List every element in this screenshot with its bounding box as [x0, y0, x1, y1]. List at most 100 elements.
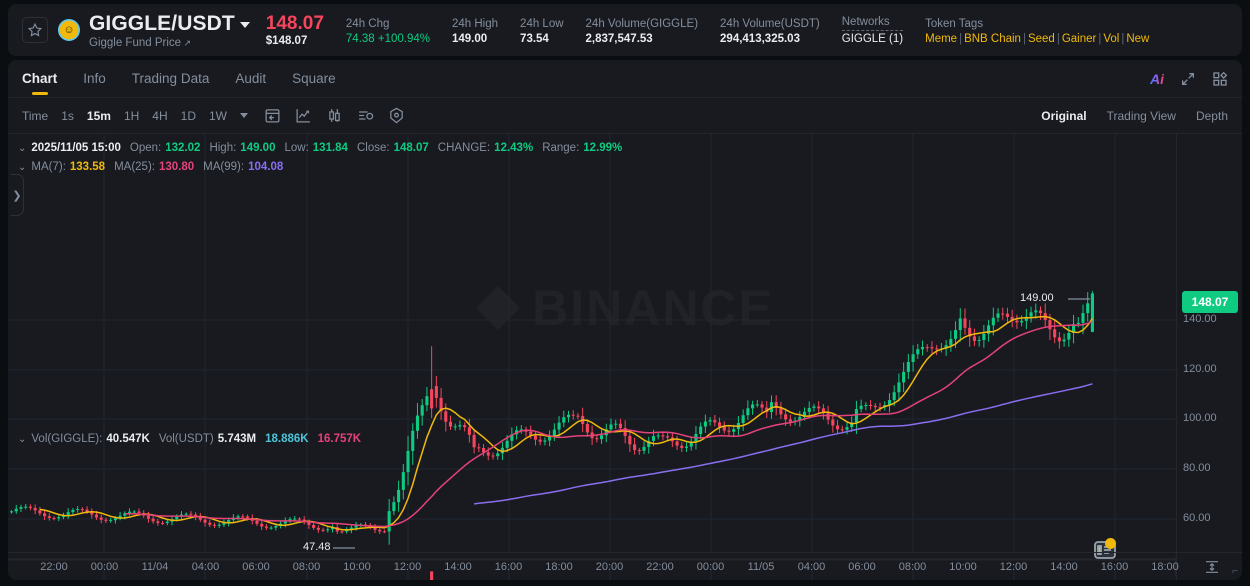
ma99-line	[474, 383, 1093, 505]
legend-open: 132.02	[165, 142, 201, 154]
legend-vol-giggle: 40.547K	[106, 433, 150, 445]
chart-area[interactable]: BINANCE ⌄ 2025/11/05 15:00 Open: 132.02 …	[8, 134, 1242, 580]
more-intervals-caret-icon[interactable]	[239, 113, 248, 118]
legend-ma99: 104.08	[248, 161, 284, 173]
stat-24h-volume-base: 24h Volume(GIGGLE) 2,837,547.53	[585, 17, 699, 46]
time-tick: 14:00	[1050, 560, 1078, 573]
legend-vol-ma5: 18.886K	[265, 433, 309, 445]
legend-vol-usdt: 5.743M	[217, 433, 257, 445]
tag-seed[interactable]: Seed	[1027, 33, 1055, 46]
tag-gainer[interactable]: Gainer	[1061, 33, 1097, 46]
view-depth[interactable]: Depth	[1195, 108, 1228, 123]
time-tick: 12:00	[393, 560, 422, 573]
time-axis[interactable]: ⌐ 22:00 00:00 11/04 04:00 06:00 08:00 10:00 12:…	[8, 552, 1242, 580]
time-tick: 22:00	[40, 560, 68, 573]
token-tags-block: Token Tags Meme | BNB Chain | Seed | Gainer | Vo…	[925, 17, 1150, 46]
chart-settings-icon[interactable]	[388, 107, 405, 124]
ohlc-row: ⌄ 2025/11/05 15:00 Open: 132.02 High: 14…	[18, 139, 631, 158]
ohlc-legend: ⌄ 2025/11/05 15:00 Open: 132.02 High: 14…	[18, 139, 631, 177]
legend-vol-ma10: 16.757K	[317, 433, 362, 445]
interval-4h[interactable]: 4H	[152, 108, 168, 123]
tab-chart[interactable]: Chart	[22, 60, 57, 98]
candlestick-icon[interactable]	[326, 107, 343, 124]
legend-close: 148.07	[393, 142, 429, 154]
interval-1w[interactable]: 1W	[208, 108, 227, 123]
stat-24h-low: 24h Low 73.54	[520, 17, 564, 46]
stat-24h-volume-quote: 24h Volume(USDT) 294,413,325.03	[720, 17, 820, 46]
left-panel-expand-handle[interactable]: ❯	[11, 174, 24, 216]
tab-trading-data[interactable]: Trading Data	[131, 71, 210, 86]
time-tick: 10:00	[343, 560, 371, 573]
time-tick: 10:00	[949, 560, 977, 573]
interval-1h[interactable]: 1H	[123, 108, 140, 123]
ai-assistant-icon[interactable]: Ai	[1150, 70, 1164, 87]
low-annotation: 47.48	[303, 541, 331, 553]
price-tick-100: 100.00	[1183, 412, 1217, 424]
time-tick: 06:00	[242, 560, 270, 573]
time-tick: 08:00	[292, 560, 321, 573]
high-annotation: 149.00	[1020, 292, 1054, 304]
volume-collapse-chevron-icon[interactable]: ⌄	[18, 434, 27, 445]
tag-bnb-chain[interactable]: BNB Chain	[964, 33, 1021, 46]
ma-collapse-chevron-icon[interactable]: ⌄	[18, 162, 27, 173]
price-axis[interactable]: 148.07 140.00 120.00 100.00 80.00 60.00 …	[1176, 134, 1242, 580]
chart-toolbar: Time 1s 15m 1H 4H 1D 1W O	[8, 98, 1242, 134]
resize-corner-icon[interactable]: ⌐	[1232, 566, 1238, 577]
stat-24h-chg: 24h Chg 74.38 +100.94%	[345, 17, 430, 46]
ma25-line	[124, 320, 1093, 528]
candlestick-series	[10, 291, 1094, 545]
tag-meme[interactable]: Meme	[925, 33, 958, 46]
view-trading-view[interactable]: Trading View	[1106, 108, 1176, 123]
navbar-actions: Ai	[1150, 71, 1228, 87]
time-tick: 16:00	[1100, 560, 1129, 573]
news-alert-dot-icon[interactable]	[1105, 538, 1116, 549]
chart-plot	[8, 134, 1176, 580]
tag-new[interactable]: New	[1126, 33, 1150, 46]
external-link-icon: ↗	[181, 37, 192, 48]
pair-block: GIGGLE/USDT Giggle Fund Price ↗	[89, 12, 250, 49]
networks-block: Networks GIGGLE (1)	[841, 15, 904, 45]
last-price-usd: $148.07	[265, 34, 308, 47]
last-price-block: 148.07 $148.07	[266, 13, 324, 47]
time-tick: 06:00	[848, 560, 876, 573]
time-tick: 20:00	[595, 560, 624, 573]
tag-vol[interactable]: Vol	[1103, 33, 1120, 46]
fund-price-link[interactable]: Giggle Fund Price ↗	[89, 36, 192, 49]
time-tick: 18:00	[545, 560, 573, 573]
line-chart-icon[interactable]	[295, 107, 312, 124]
indicators-icon[interactable]	[357, 107, 374, 124]
last-price: 148.07	[265, 13, 324, 35]
networks-value[interactable]: GIGGLE (1)	[841, 29, 904, 45]
time-tick: 12:00	[999, 560, 1028, 573]
layout-grid-icon[interactable]	[1212, 71, 1228, 87]
time-tick: 00:00	[696, 560, 725, 573]
tab-square[interactable]: Square	[292, 71, 336, 86]
price-tick-60: 60.00	[1183, 512, 1211, 524]
interval-1s[interactable]: 1s	[61, 108, 74, 123]
view-original[interactable]: Original	[1041, 108, 1087, 123]
calendar-back-icon[interactable]	[264, 107, 281, 124]
volume-legend: ⌄ Vol(GIGGLE): 40.547K Vol(USDT) 5.743M …	[18, 430, 370, 449]
ticker-header: ☺ GIGGLE/USDT Giggle Fund Price ↗ 148.07…	[8, 4, 1242, 56]
legend-change: 12.43%	[494, 142, 534, 154]
view-mode-group: Original Trading View Depth	[1041, 109, 1228, 123]
price-tick-80: 80.00	[1183, 462, 1211, 474]
tab-info[interactable]: Info	[83, 71, 106, 86]
interval-15m[interactable]: 15m	[86, 108, 111, 123]
tab-audit[interactable]: Audit	[235, 71, 267, 86]
interval-1d[interactable]: 1D	[180, 108, 196, 123]
time-tick: 22:00	[646, 560, 674, 573]
legend-range: 12.99%	[583, 142, 623, 154]
legend-ma7: 133.58	[69, 161, 106, 173]
legend-collapse-chevron-icon[interactable]: ⌄	[18, 143, 27, 154]
price-tick-120: 120.00	[1183, 363, 1217, 375]
pair-dropdown-caret-icon[interactable]	[239, 22, 250, 28]
token-tags-list: Meme | BNB Chain | Seed | Gainer | Vol | New	[925, 33, 1150, 46]
legend-datetime: 2025/11/05 15:00	[31, 142, 121, 154]
token-logo-icon: ☺	[58, 19, 80, 41]
pair-name[interactable]: GIGGLE/USDT	[89, 11, 235, 35]
favorite-star-button[interactable]	[22, 17, 48, 43]
auto-scale-icon[interactable]	[1204, 559, 1220, 575]
expand-icon[interactable]	[1180, 71, 1196, 87]
